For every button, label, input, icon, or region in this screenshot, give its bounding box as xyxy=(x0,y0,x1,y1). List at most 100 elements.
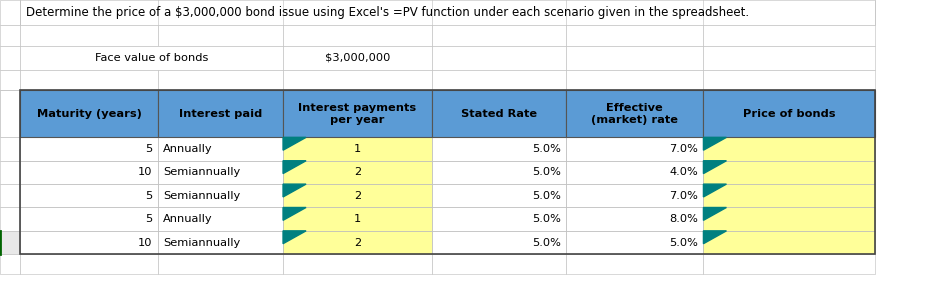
Bar xyxy=(431,161,565,184)
Text: Face value of bonds: Face value of bonds xyxy=(95,53,209,63)
Bar xyxy=(703,161,874,184)
Text: 5.0%: 5.0% xyxy=(531,191,560,201)
Bar xyxy=(20,137,158,161)
Text: 2: 2 xyxy=(353,237,361,248)
Bar xyxy=(158,90,283,137)
Bar xyxy=(20,25,158,46)
Bar xyxy=(283,161,431,184)
Bar xyxy=(431,231,565,254)
Bar xyxy=(0,46,20,70)
Bar xyxy=(158,207,283,231)
Text: 5: 5 xyxy=(145,214,152,224)
Text: Semiannually: Semiannually xyxy=(163,191,240,201)
Text: 10: 10 xyxy=(137,167,152,178)
Text: 7.0%: 7.0% xyxy=(668,144,697,154)
Bar xyxy=(565,46,703,70)
Bar xyxy=(703,46,874,70)
Text: Effective
(market) rate: Effective (market) rate xyxy=(590,103,678,125)
Bar xyxy=(431,46,565,70)
Bar xyxy=(158,254,283,274)
Bar xyxy=(283,90,431,137)
Bar xyxy=(0,184,20,207)
Bar xyxy=(565,161,703,184)
Polygon shape xyxy=(283,207,306,220)
Bar xyxy=(703,90,874,137)
Bar xyxy=(703,25,874,46)
Text: 5: 5 xyxy=(145,191,152,201)
Polygon shape xyxy=(283,231,306,244)
Bar xyxy=(20,184,158,207)
Text: 5.0%: 5.0% xyxy=(531,167,560,178)
Text: Interest payments
per year: Interest payments per year xyxy=(298,103,416,125)
Bar xyxy=(565,184,703,207)
Bar xyxy=(20,161,158,184)
Text: Determine the price of a $3,000,000 bond issue using Excel's =PV function under : Determine the price of a $3,000,000 bond… xyxy=(26,6,748,19)
Text: 5.0%: 5.0% xyxy=(531,237,560,248)
Bar xyxy=(20,254,158,274)
Bar xyxy=(158,70,283,90)
Bar xyxy=(283,207,431,231)
Text: 4.0%: 4.0% xyxy=(668,167,697,178)
Bar xyxy=(431,207,565,231)
Bar xyxy=(565,231,703,254)
Bar xyxy=(0,0,20,25)
Bar xyxy=(0,90,20,137)
Text: 1: 1 xyxy=(353,144,361,154)
Text: Annually: Annually xyxy=(163,144,212,154)
Polygon shape xyxy=(283,137,306,150)
Bar xyxy=(431,137,565,161)
Text: $3,000,000: $3,000,000 xyxy=(324,53,389,63)
Text: Price of bonds: Price of bonds xyxy=(743,109,834,119)
Bar xyxy=(703,207,874,231)
Polygon shape xyxy=(703,161,726,174)
Text: Annually: Annually xyxy=(163,214,212,224)
Text: Semiannually: Semiannually xyxy=(163,237,240,248)
Bar xyxy=(0,137,20,161)
Bar xyxy=(283,254,431,274)
Bar xyxy=(703,254,874,274)
Bar xyxy=(565,25,703,46)
Bar xyxy=(565,207,703,231)
Polygon shape xyxy=(283,161,306,174)
Bar xyxy=(565,70,703,90)
Polygon shape xyxy=(703,207,726,220)
Bar xyxy=(0,161,20,184)
Bar xyxy=(158,137,283,161)
Bar xyxy=(283,70,431,90)
Text: Semiannually: Semiannually xyxy=(163,167,240,178)
Polygon shape xyxy=(703,184,726,197)
Text: 5.0%: 5.0% xyxy=(668,237,697,248)
Bar xyxy=(703,70,874,90)
Polygon shape xyxy=(703,137,726,150)
Bar xyxy=(20,231,158,254)
Text: 5: 5 xyxy=(145,144,152,154)
Bar xyxy=(20,90,158,137)
Bar xyxy=(0,254,20,274)
Bar xyxy=(431,90,565,137)
Bar xyxy=(431,254,565,274)
Text: Maturity (years): Maturity (years) xyxy=(36,109,142,119)
Bar xyxy=(431,70,565,90)
Bar xyxy=(158,184,283,207)
Bar xyxy=(20,0,874,25)
Bar xyxy=(20,46,283,70)
Text: 1: 1 xyxy=(353,214,361,224)
Text: 5.0%: 5.0% xyxy=(531,144,560,154)
Text: 2: 2 xyxy=(353,191,361,201)
Bar xyxy=(0,207,20,231)
Bar xyxy=(283,25,431,46)
Bar xyxy=(0,25,20,46)
Bar xyxy=(283,184,431,207)
Bar xyxy=(431,184,565,207)
Bar xyxy=(703,137,874,161)
Bar xyxy=(283,46,431,70)
Bar xyxy=(20,207,158,231)
Bar xyxy=(703,184,874,207)
Bar xyxy=(158,161,283,184)
Text: 8.0%: 8.0% xyxy=(668,214,697,224)
Text: 10: 10 xyxy=(137,237,152,248)
Polygon shape xyxy=(703,231,726,244)
Bar xyxy=(565,137,703,161)
Text: 7.0%: 7.0% xyxy=(668,191,697,201)
Bar xyxy=(0,70,20,90)
